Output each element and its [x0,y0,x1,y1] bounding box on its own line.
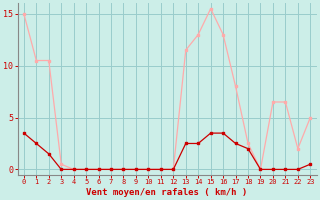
X-axis label: Vent moyen/en rafales ( km/h ): Vent moyen/en rafales ( km/h ) [86,188,248,197]
